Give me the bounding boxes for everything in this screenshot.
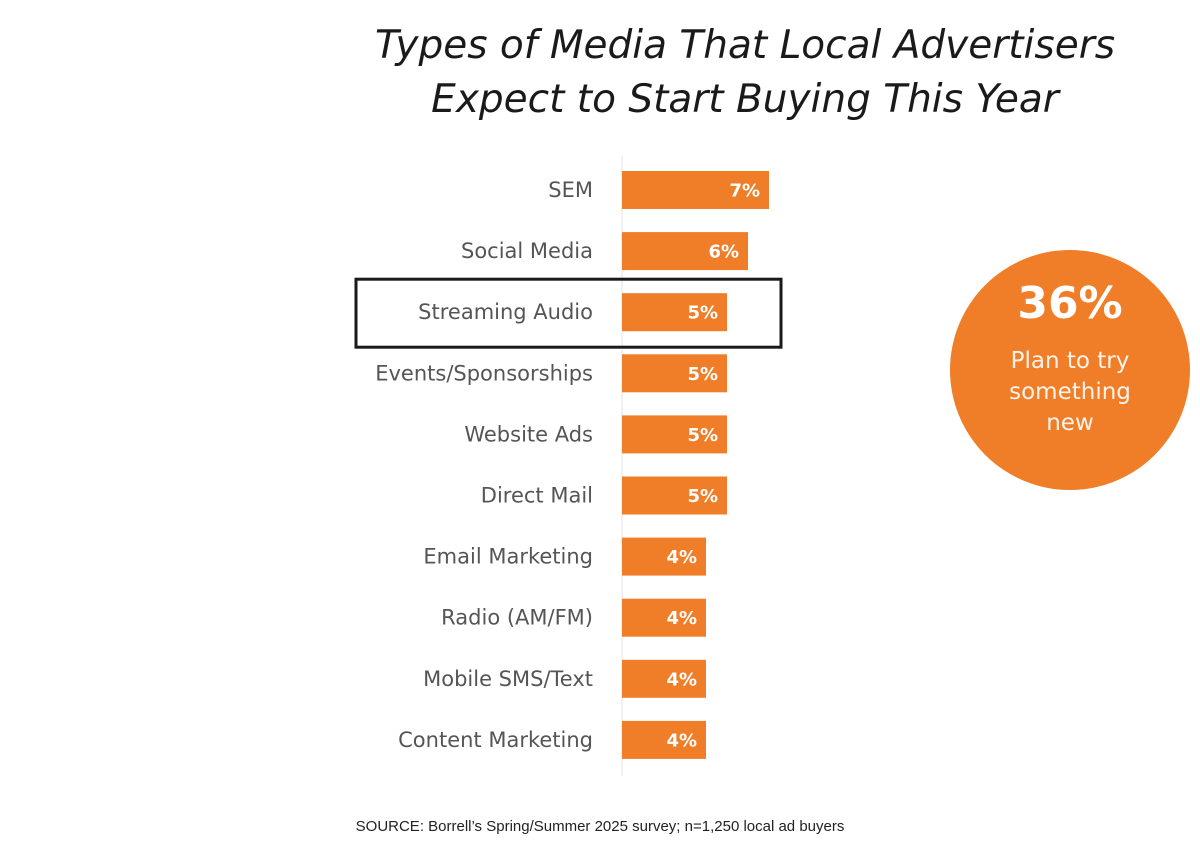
bar-events-sponsorships (622, 354, 727, 393)
value-label-website-ads: 5% (687, 425, 718, 446)
category-label-mobile-sms-text: Mobile SMS/Text (423, 667, 593, 691)
bar-website-ads (622, 415, 727, 454)
category-label-website-ads: Website Ads (464, 422, 593, 446)
bar-social-media (622, 232, 748, 271)
bar-content-marketing (622, 720, 706, 759)
bar-sem (622, 171, 769, 209)
callout-circle: 36% Plan to try something new (950, 250, 1190, 490)
category-label-content-marketing: Content Marketing (398, 728, 593, 752)
category-label-email-marketing: Email Marketing (423, 545, 593, 569)
category-label-direct-mail: Direct Mail (481, 484, 593, 508)
bar-direct-mail (622, 476, 727, 515)
value-label-radio-am-fm: 4% (666, 608, 697, 629)
bar-streaming-audio (622, 293, 727, 332)
bar-email-marketing (622, 537, 706, 576)
value-label-social-media: 6% (708, 242, 739, 263)
callout-text: Plan to try something new (970, 346, 1170, 439)
category-label-streaming-audio: Streaming Audio (418, 300, 593, 324)
value-label-mobile-sms-text: 4% (666, 669, 697, 690)
category-label-events-sponsorships: Events/Sponsorships (375, 361, 593, 385)
value-label-email-marketing: 4% (666, 547, 697, 568)
value-label-events-sponsorships: 5% (687, 364, 718, 385)
bar-radio-am-fm (622, 598, 706, 637)
highlight-box (354, 277, 783, 349)
callout-line-1: Plan to try (1010, 348, 1130, 374)
value-label-streaming-audio: 5% (687, 303, 718, 324)
category-label-sem: SEM (548, 178, 593, 202)
value-label-sem: 7% (729, 181, 760, 202)
value-label-content-marketing: 4% (666, 730, 697, 751)
category-label-social-media: Social Media (461, 239, 593, 263)
callout-line-2: something (1009, 379, 1131, 405)
value-label-direct-mail: 5% (687, 486, 718, 507)
category-label-radio-am-fm: Radio (AM/FM) (441, 606, 593, 630)
chart-title-line-2: Expect to Start Buying This Year (431, 77, 1059, 122)
bar-mobile-sms-text (622, 659, 706, 698)
chart-title-line-1: Types of Media That Local Advertisers (374, 23, 1116, 68)
source-note: SOURCE: Borrell’s Spring/Summer 2025 sur… (355, 818, 845, 835)
callout-line-3: new (1046, 410, 1094, 436)
callout-value: 36% (1017, 278, 1123, 329)
